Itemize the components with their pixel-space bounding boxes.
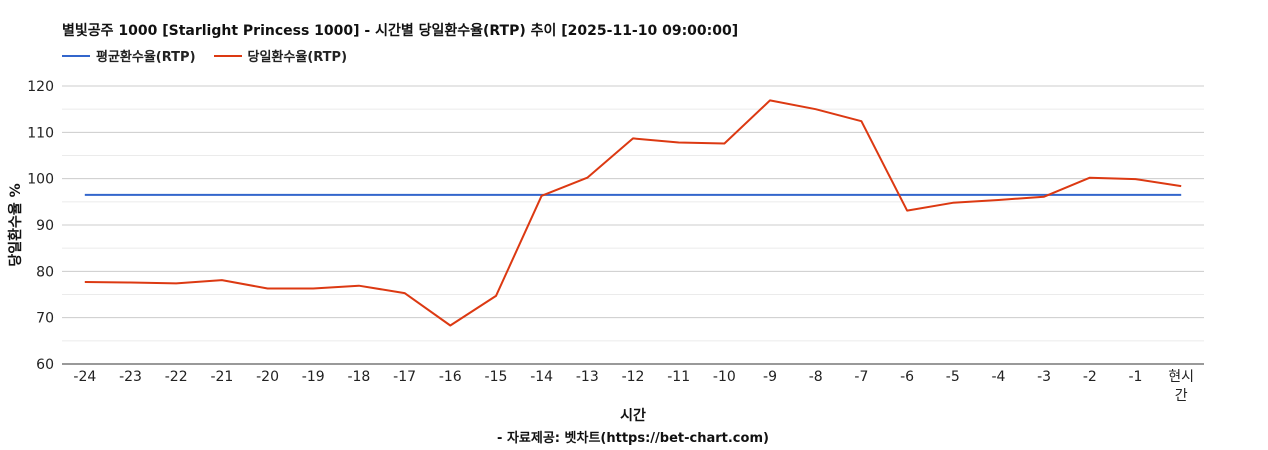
x-tick-label: -7 xyxy=(854,369,868,385)
y-axis-title: 당일환수율 % xyxy=(7,183,24,266)
x-tick-label: -6 xyxy=(900,369,914,385)
x-tick-label: -3 xyxy=(1037,369,1051,385)
x-axis-title: 시간 xyxy=(620,407,646,424)
x-tick-label: -16 xyxy=(439,369,462,385)
source-note: - 자료제공: 벳차트(https://bet-chart.com) xyxy=(497,430,769,446)
x-tick-label: -22 xyxy=(165,369,188,385)
x-tick-label: -18 xyxy=(347,369,370,385)
x-tick-label: -5 xyxy=(946,369,960,385)
legend-item-daily[interactable]: 당일환수율(RTP) xyxy=(213,46,348,65)
y-tick-label: 100 xyxy=(27,172,54,188)
y-tick-label: 110 xyxy=(27,125,54,141)
y-tick-label: 60 xyxy=(36,357,54,373)
y-tick-label: 80 xyxy=(36,264,54,280)
x-tick-label: -8 xyxy=(809,369,823,385)
x-tick-label: -1 xyxy=(1128,369,1142,385)
x-tick-label: -21 xyxy=(210,369,233,385)
legend-item-average[interactable]: 평균환수율(RTP) xyxy=(62,46,196,65)
x-tick-label: -11 xyxy=(667,369,690,385)
y-tick-label: 90 xyxy=(36,218,54,234)
x-tick-label: -14 xyxy=(530,369,553,385)
legend-label-daily: 당일환수율(RTP) xyxy=(247,50,348,65)
legend-swatch-daily xyxy=(213,54,242,57)
x-tick-label: -9 xyxy=(763,369,777,385)
x-tick-label: -2 xyxy=(1083,369,1097,385)
x-tick-label: -20 xyxy=(256,369,279,385)
x-tick-label: -17 xyxy=(393,369,416,385)
x-tick-label: -15 xyxy=(485,369,508,385)
y-tick-label: 70 xyxy=(36,311,54,327)
legend: 평균환수율(RTP) 당일환수율(RTP) xyxy=(62,46,347,65)
x-tick-label: 현시 간 xyxy=(1168,369,1194,404)
chart-title: 별빛공주 1000 [Starlight Princess 1000] - 시간… xyxy=(62,23,739,39)
legend-label-average: 평균환수율(RTP) xyxy=(96,50,196,65)
x-tick-label: -4 xyxy=(991,369,1005,385)
legend-swatch-average xyxy=(62,54,90,57)
x-tick-label: -12 xyxy=(622,369,645,385)
y-tick-label: 120 xyxy=(27,79,54,95)
x-tick-label: -24 xyxy=(73,369,96,385)
x-tick-label: -23 xyxy=(119,369,142,385)
x-tick-label: -13 xyxy=(576,369,599,385)
series-line-daily xyxy=(84,99,1182,327)
x-tick-label: -19 xyxy=(302,369,325,385)
x-tick-label: -10 xyxy=(713,369,736,385)
